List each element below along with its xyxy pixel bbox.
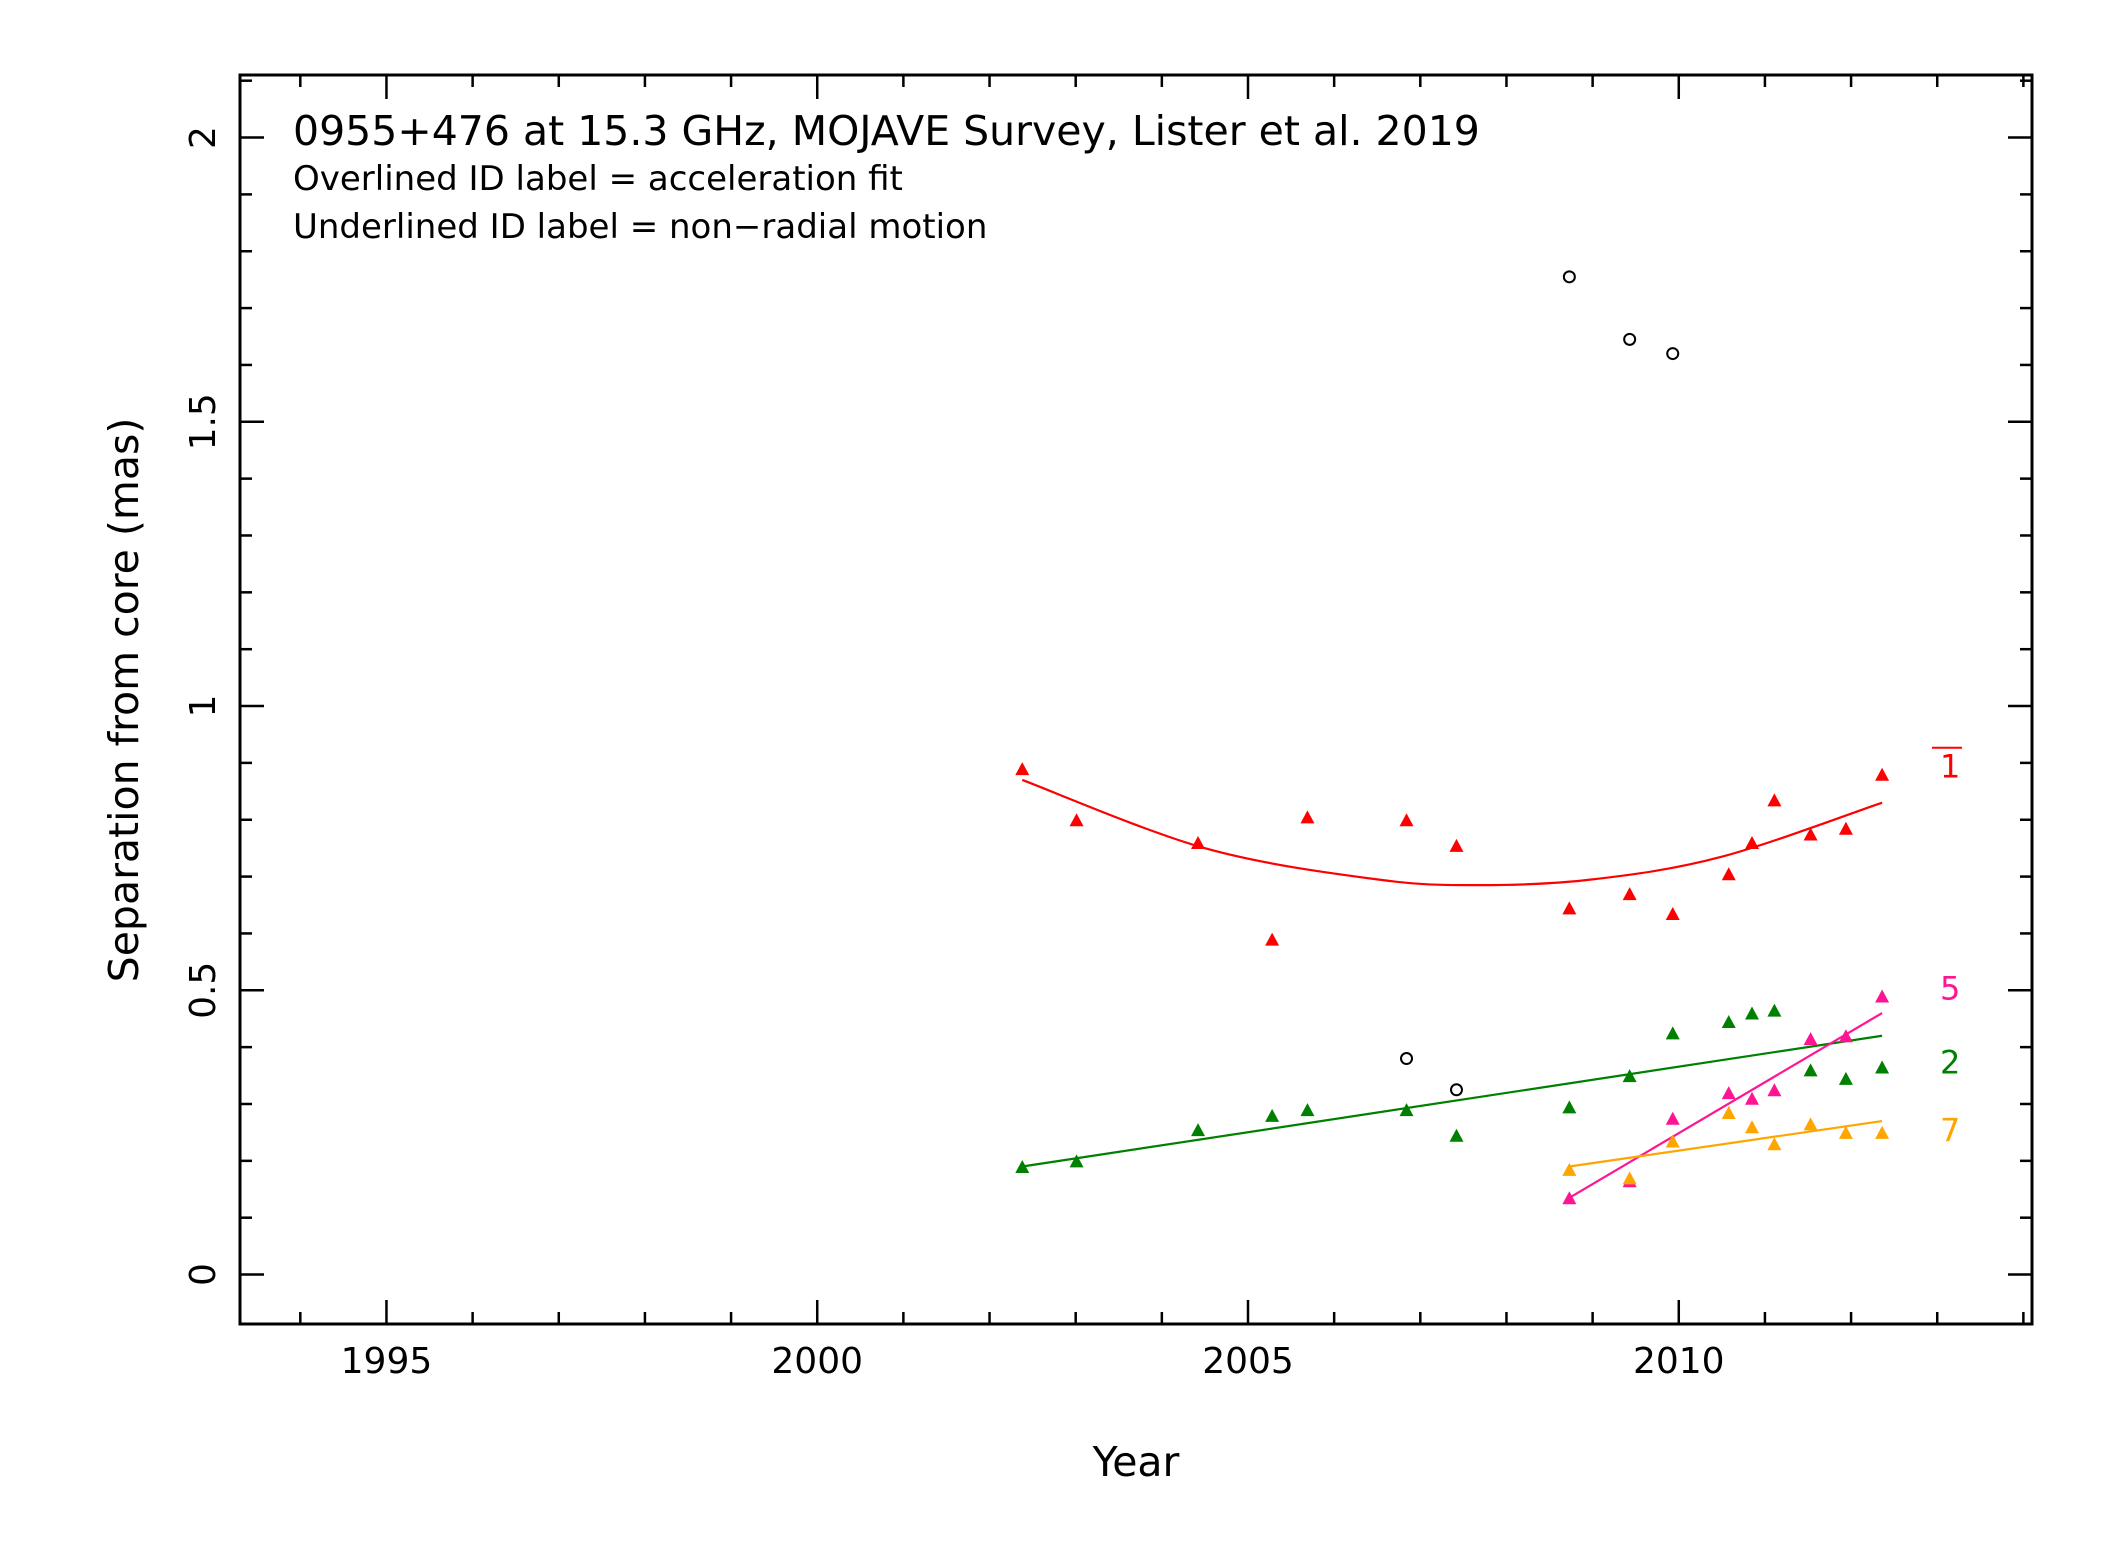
series-label-2: 2 (1940, 1043, 1960, 1081)
data-point-2 (1665, 1026, 1680, 1040)
data-point-1 (1767, 793, 1782, 807)
data-point-2 (1875, 1060, 1890, 1074)
data-point-7 (1665, 1134, 1680, 1148)
data-point-circle (1562, 270, 1576, 284)
x-tick-label: 2000 (771, 1341, 863, 1382)
data-point-2 (1300, 1103, 1315, 1117)
series-label-7: 7 (1940, 1112, 1960, 1150)
fit-line-1 (1021, 778, 1883, 887)
data-point-1 (1721, 867, 1736, 881)
data-point-7 (1562, 1162, 1577, 1176)
data-point-1 (1015, 762, 1030, 776)
chart-title: 0955+476 at 15.3 GHz, MOJAVE Survey, Lis… (293, 107, 1480, 155)
data-point-circle (1449, 1083, 1463, 1097)
data-points (1015, 270, 1890, 1205)
data-point-2 (1721, 1015, 1736, 1029)
data-point-7 (1803, 1117, 1818, 1131)
data-point-7 (1745, 1120, 1759, 1134)
data-point-7 (1767, 1137, 1782, 1151)
data-point-2 (1803, 1063, 1818, 1077)
data-point-2 (1449, 1128, 1464, 1142)
series-label-1: 1 (1940, 748, 1960, 786)
data-point-1 (1300, 810, 1315, 824)
data-point-1 (1745, 835, 1759, 849)
data-point-7 (1875, 1125, 1890, 1139)
data-point-1 (1622, 887, 1637, 901)
data-point-5 (1838, 1029, 1853, 1043)
data-point-2 (1399, 1103, 1414, 1117)
data-point-1 (1069, 813, 1084, 827)
data-point-5 (1562, 1191, 1577, 1205)
y-tick-label: 0.5 (183, 962, 224, 1019)
data-point-1 (1875, 767, 1890, 781)
y-tick-label: 1.5 (183, 393, 224, 450)
tick-labels: 1995 2000 2005 2010 0 0.5 1 1.5 2 (183, 126, 1725, 1382)
data-point-5 (1745, 1091, 1759, 1105)
x-tick-label: 1995 (341, 1341, 433, 1382)
data-point-1 (1562, 901, 1577, 915)
data-point-2 (1767, 1003, 1782, 1017)
data-point-2 (1265, 1108, 1280, 1122)
plot-frame (238, 73, 2034, 1326)
x-tick-label: 2005 (1202, 1341, 1294, 1382)
data-point-2 (1069, 1154, 1084, 1168)
data-point-7 (1721, 1106, 1736, 1120)
subtitle-line-1: Overlined ID label = acceleration fit (293, 159, 903, 199)
fit-line-7 (1569, 1119, 1883, 1168)
subtitle-line-2: Underlined ID label = non−radial motion (293, 207, 987, 247)
y-tick-label: 1 (183, 695, 224, 718)
data-point-1 (1803, 827, 1818, 841)
data-point-1 (1191, 835, 1206, 849)
y-tick-label: 2 (183, 126, 224, 149)
data-point-circle (1623, 332, 1637, 346)
data-point-5 (1803, 1032, 1818, 1046)
axis-ticks (240, 75, 2032, 1324)
data-point-2 (1015, 1160, 1030, 1174)
data-point-5 (1721, 1086, 1736, 1100)
data-point-2 (1745, 1006, 1759, 1020)
fit-line-2 (1022, 1034, 1883, 1168)
fit-line-5 (1568, 1012, 1883, 1199)
data-point-2 (1838, 1071, 1853, 1085)
data-point-7 (1838, 1125, 1853, 1139)
data-point-circle (1666, 347, 1680, 361)
data-point-7 (1622, 1171, 1637, 1185)
data-point-1 (1399, 813, 1414, 827)
data-point-1 (1665, 907, 1680, 921)
x-tick-label: 2010 (1633, 1341, 1725, 1382)
data-point-1 (1838, 821, 1853, 835)
data-point-2 (1191, 1123, 1206, 1137)
y-axis-label: Separation from core (mas) (100, 418, 148, 983)
data-point-5 (1665, 1111, 1680, 1125)
x-axis-label: Year (1092, 1438, 1180, 1486)
data-point-5 (1767, 1083, 1782, 1097)
data-point-circle (1400, 1052, 1414, 1066)
data-point-5 (1875, 989, 1890, 1003)
series-labels: 1 2 5 7 (1932, 746, 1962, 1150)
series-label-5: 5 (1940, 969, 1960, 1007)
data-point-1 (1265, 932, 1280, 946)
data-point-2 (1622, 1069, 1637, 1083)
data-point-1 (1449, 838, 1464, 852)
data-point-2 (1562, 1100, 1577, 1114)
y-tick-label: 0 (183, 1263, 224, 1286)
